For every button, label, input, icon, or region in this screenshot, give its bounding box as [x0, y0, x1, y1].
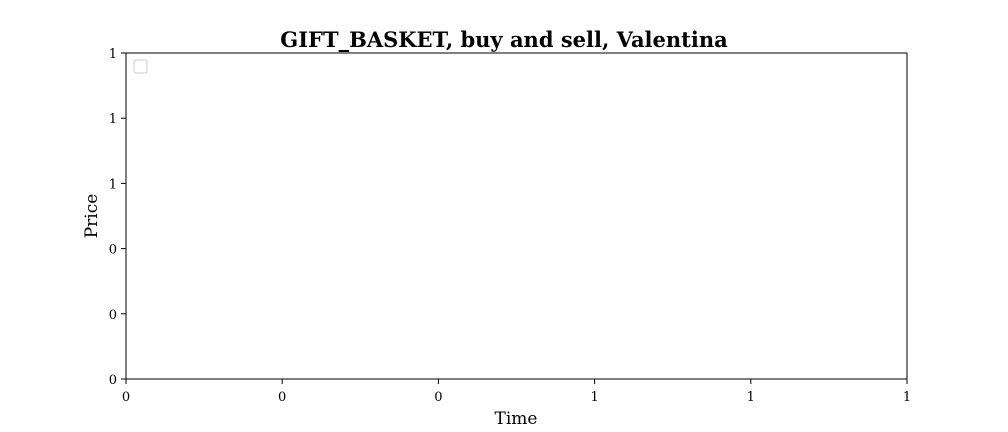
- y-tick-label: 0: [109, 373, 117, 388]
- x-tick-label: 1: [590, 390, 598, 405]
- y-axis-label: Price: [82, 194, 102, 239]
- plot-area: [125, 52, 908, 380]
- x-axis-label: Time: [495, 409, 538, 429]
- x-tick-label: 1: [747, 390, 755, 405]
- y-tick-label: 0: [109, 243, 117, 258]
- x-tick-label: 0: [434, 390, 442, 405]
- y-tick-label: 1: [109, 112, 117, 127]
- chart-title: GIFT_BASKET, buy and sell, Valentina: [280, 27, 728, 52]
- x-tick-label: 0: [122, 390, 130, 405]
- legend-box: [133, 59, 148, 74]
- y-axis-ticks: 0 0 0 1 1 1: [109, 47, 126, 388]
- x-tick-label: 0: [278, 390, 286, 405]
- x-tick-label: 1: [903, 390, 911, 405]
- y-tick-label: 1: [109, 47, 117, 62]
- y-tick-label: 1: [109, 177, 117, 192]
- y-tick-label: 0: [109, 308, 117, 323]
- x-axis-ticks: 0 0 0 1 1 1: [122, 379, 911, 405]
